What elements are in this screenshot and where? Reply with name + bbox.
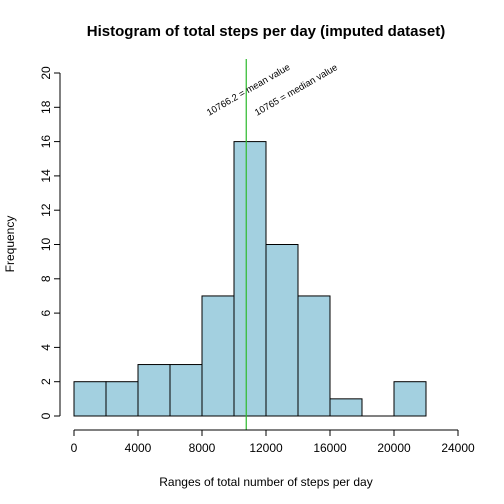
histogram-bar: [393, 381, 427, 417]
histogram-bar: [73, 381, 107, 417]
histogram-bar: [169, 364, 203, 417]
x-axis-label: Ranges of total number of steps per day: [159, 475, 372, 489]
y-tick-label: 6: [39, 309, 53, 316]
y-tick-label: 18: [39, 100, 53, 114]
x-tick-label: 20000: [377, 441, 411, 455]
reference-line-label: 10765 = median value: [253, 62, 340, 118]
histogram-bar: [201, 295, 235, 417]
chart-title: Histogram of total steps per day (impute…: [87, 23, 445, 40]
x-tick-label: 12000: [249, 441, 283, 455]
y-tick-label: 4: [39, 344, 53, 351]
y-tick-label: 0: [39, 412, 53, 419]
histogram-bar: [137, 364, 171, 417]
y-tick-label: 8: [39, 275, 53, 282]
y-tick-label: 16: [39, 135, 53, 149]
y-tick-label: 14: [39, 169, 53, 183]
histogram-bar: [297, 295, 331, 417]
y-tick-label: 12: [39, 203, 53, 217]
histogram-bar: [105, 381, 139, 417]
reference-line-label: 10766.2 = mean value: [205, 62, 292, 119]
bars-layer: [73, 141, 427, 417]
x-tick-label: 8000: [189, 441, 216, 455]
y-tick-label: 2: [39, 378, 53, 385]
y-tick-label: 20: [39, 66, 53, 80]
x-tick-label: 24000: [441, 441, 475, 455]
histogram-bar: [329, 398, 363, 417]
x-tick-label: 4000: [125, 441, 152, 455]
x-tick-label: 16000: [313, 441, 347, 455]
histogram-bar: [233, 141, 267, 417]
x-axis: 0 4000 8000 12000 16000 20000 24000: [71, 429, 475, 455]
y-axis-label: Frequency: [3, 216, 17, 273]
y-axis: 0 2 4 6 8 10 12 14 16 18 20: [39, 66, 61, 419]
x-tick-label: 0: [71, 441, 78, 455]
y-tick-label: 10: [39, 238, 53, 252]
histogram-bar: [265, 244, 299, 417]
